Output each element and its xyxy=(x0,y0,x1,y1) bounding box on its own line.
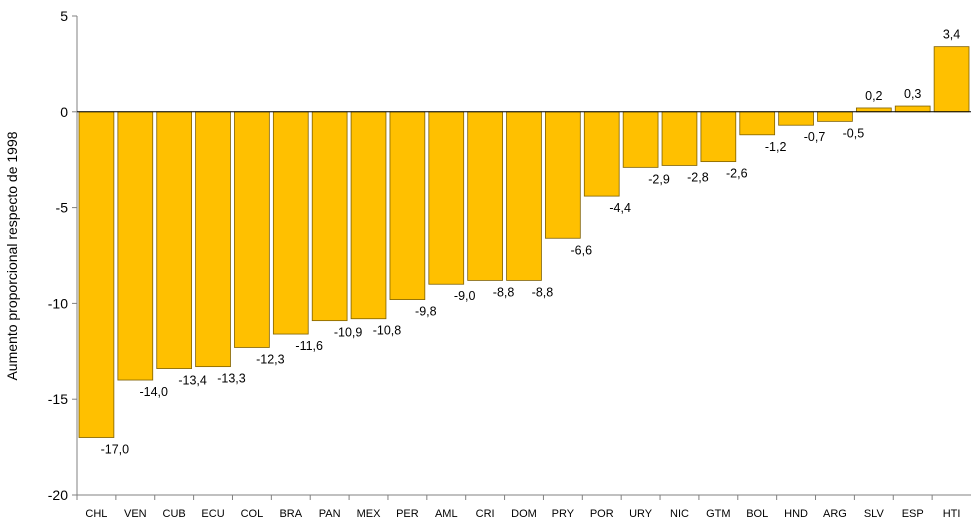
x-tick-label: PER xyxy=(396,508,419,520)
data-label: -12,3 xyxy=(256,352,285,366)
data-label: -1,2 xyxy=(765,140,787,154)
data-label: -9,0 xyxy=(454,289,476,303)
data-label: -11,6 xyxy=(295,339,323,353)
data-label: -13,3 xyxy=(217,372,246,386)
bar-pry xyxy=(545,111,581,239)
data-label: -2,6 xyxy=(726,167,748,181)
bar-per xyxy=(389,111,426,300)
data-label: -2,8 xyxy=(687,170,709,184)
x-tick-label: PRY xyxy=(552,508,575,520)
data-label: -8,8 xyxy=(493,285,515,299)
bar-esp xyxy=(894,105,931,113)
bar-bra xyxy=(272,111,309,335)
data-labels: -17,0 -14,0 -13,4 -13,3 -12,3 -11,6 -10,9 -10,8… xyxy=(101,28,961,457)
bar-cri xyxy=(467,111,503,281)
x-tick-label: BRA xyxy=(279,508,302,520)
x-tick-label: HTI xyxy=(943,508,961,520)
bar-aml xyxy=(428,111,465,285)
y-tick-label: 5 xyxy=(60,8,68,24)
x-tick-label: VEN xyxy=(124,508,147,520)
x-tick-label: CUB xyxy=(163,508,186,520)
y-tick-label: 0 xyxy=(60,104,68,120)
bar-ecu xyxy=(195,111,231,368)
data-label: 0,3 xyxy=(904,87,921,101)
bar-mex xyxy=(350,111,387,320)
y-tick-label: -5 xyxy=(56,200,69,216)
x-tick-label: BOL xyxy=(746,508,768,520)
data-label: -13,4 xyxy=(178,374,207,388)
data-label: -8,8 xyxy=(532,285,554,299)
bar-ven xyxy=(117,111,154,381)
x-tick-label: URY xyxy=(629,508,653,520)
bar-dom xyxy=(506,111,542,281)
x-tick-label: ESP xyxy=(902,508,924,520)
data-label: -17,0 xyxy=(101,443,130,457)
bar-arg xyxy=(817,111,853,122)
x-tick-label: DOM xyxy=(511,508,537,520)
x-tick-label: CRI xyxy=(476,508,495,520)
x-tick-label: PAN xyxy=(319,508,341,520)
data-label: -9,8 xyxy=(415,305,437,319)
bar-pan xyxy=(311,111,348,322)
data-label: -10,9 xyxy=(334,326,363,340)
data-label: 3,4 xyxy=(943,28,960,42)
bars xyxy=(77,46,971,438)
data-label: 0,2 xyxy=(865,89,882,103)
bar-por xyxy=(583,111,620,197)
x-tick-label: ARG xyxy=(823,508,847,520)
y-axis: 5 0 -5 -10 -15 -20 xyxy=(48,8,78,503)
bar-hti xyxy=(933,46,970,113)
x-tick-label: AML xyxy=(435,508,458,520)
bar-col xyxy=(234,111,270,348)
x-tick-label: MEX xyxy=(357,508,382,520)
data-label: -4,4 xyxy=(609,201,631,215)
x-tick-label: ECU xyxy=(201,508,224,520)
y-tick-label: -10 xyxy=(48,295,68,311)
bar-chl xyxy=(78,111,115,438)
x-tick-label: NIC xyxy=(670,508,689,520)
data-label: -0,5 xyxy=(843,126,865,140)
x-tick-label: SLV xyxy=(864,508,885,520)
y-tick-label: -20 xyxy=(48,487,68,503)
data-label: -6,6 xyxy=(571,243,593,257)
x-tick-label: POR xyxy=(590,508,614,520)
x-tick-label: GTM xyxy=(706,508,730,520)
x-tick-label: HND xyxy=(784,508,808,520)
x-axis: CHL VEN CUB ECU COL BRA PAN MEX PER AML CRI DOM PRY P… xyxy=(76,494,971,520)
bar-gtm xyxy=(700,111,737,163)
bar-nic xyxy=(661,111,698,166)
data-label: -2,9 xyxy=(648,172,670,186)
data-label: -14,0 xyxy=(139,385,168,399)
bar-bol xyxy=(739,111,776,136)
y-tick-label: -15 xyxy=(48,391,68,407)
bar-slv xyxy=(855,107,892,113)
bar-ury xyxy=(622,111,659,168)
x-tick-label: COL xyxy=(241,508,264,520)
data-label: -0,7 xyxy=(804,130,826,144)
data-label: -10,8 xyxy=(373,324,402,338)
bar-cub xyxy=(156,111,193,369)
y-axis-label: Aumento proporcional respecto de 1998 xyxy=(4,131,20,380)
bar-hnd xyxy=(778,111,814,126)
x-tick-label: CHL xyxy=(85,508,107,520)
